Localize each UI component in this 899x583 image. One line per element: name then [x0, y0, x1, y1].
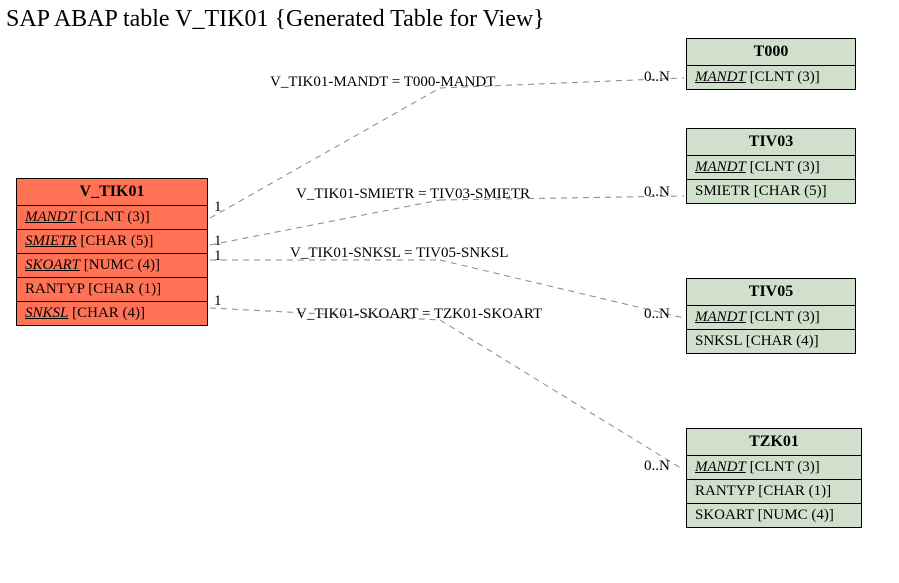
field-name: RANTYP: [25, 281, 84, 297]
main-row: SKOART [NUMC (4)]: [17, 254, 207, 278]
field-type: [NUMC (4)]: [80, 257, 160, 273]
field-type: [CLNT (3)]: [746, 459, 820, 475]
tzk01-entity: TZK01MANDT [CLNT (3)]RANTYP [CHAR (1)]SK…: [686, 428, 862, 528]
field-name: MANDT: [695, 159, 746, 175]
field-type: [CLNT (3)]: [76, 209, 150, 225]
field-name: SMIETR: [695, 183, 750, 199]
tzk01-header: TZK01: [687, 429, 861, 456]
tiv03-row: SMIETR [CHAR (5)]: [687, 180, 855, 203]
cardinality-left: 1: [214, 293, 222, 310]
field-name: SMIETR: [25, 233, 77, 249]
relation-label: V_TIK01-SKOART = TZK01-SKOART: [296, 306, 542, 323]
t000-header: T000: [687, 39, 855, 66]
tiv05-header: TIV05: [687, 279, 855, 306]
field-name: RANTYP: [695, 483, 754, 499]
main-header: V_TIK01: [17, 179, 207, 206]
main-row: SNKSL [CHAR (4)]: [17, 302, 207, 325]
field-type: [CHAR (4)]: [742, 333, 819, 349]
relation-label: V_TIK01-MANDT = T000-MANDT: [270, 74, 495, 91]
main-row: RANTYP [CHAR (1)]: [17, 278, 207, 302]
cardinality-right: 0..N: [644, 69, 670, 86]
field-name: MANDT: [25, 209, 76, 225]
main-row: MANDT [CLNT (3)]: [17, 206, 207, 230]
tiv03-header: TIV03: [687, 129, 855, 156]
tiv05-entity: TIV05MANDT [CLNT (3)]SNKSL [CHAR (4)]: [686, 278, 856, 354]
page-title: SAP ABAP table V_TIK01 {Generated Table …: [6, 6, 545, 33]
main-row: SMIETR [CHAR (5)]: [17, 230, 207, 254]
t000-row: MANDT [CLNT (3)]: [687, 66, 855, 89]
t000-entity: T000MANDT [CLNT (3)]: [686, 38, 856, 90]
cardinality-left: 1: [214, 248, 222, 265]
tzk01-row: RANTYP [CHAR (1)]: [687, 480, 861, 504]
cardinality-right: 0..N: [644, 184, 670, 201]
field-name: MANDT: [695, 309, 746, 325]
field-name: MANDT: [695, 459, 746, 475]
field-type: [CHAR (1)]: [84, 281, 161, 297]
tiv03-row: MANDT [CLNT (3)]: [687, 156, 855, 180]
tiv03-entity: TIV03MANDT [CLNT (3)]SMIETR [CHAR (5)]: [686, 128, 856, 204]
field-name: MANDT: [695, 69, 746, 85]
tzk01-row: SKOART [NUMC (4)]: [687, 504, 861, 527]
cardinality-right: 0..N: [644, 458, 670, 475]
tiv05-row: SNKSL [CHAR (4)]: [687, 330, 855, 353]
field-name: SNKSL: [695, 333, 742, 349]
tzk01-row: MANDT [CLNT (3)]: [687, 456, 861, 480]
field-name: SKOART: [695, 507, 754, 523]
relation-label: V_TIK01-SNKSL = TIV05-SNKSL: [290, 245, 508, 262]
main-entity: V_TIK01MANDT [CLNT (3)]SMIETR [CHAR (5)]…: [16, 178, 208, 326]
field-name: SKOART: [25, 257, 80, 273]
field-type: [NUMC (4)]: [754, 507, 834, 523]
tiv05-row: MANDT [CLNT (3)]: [687, 306, 855, 330]
field-type: [CHAR (5)]: [750, 183, 827, 199]
field-type: [CLNT (3)]: [746, 309, 820, 325]
relation-label: V_TIK01-SMIETR = TIV03-SMIETR: [296, 186, 530, 203]
field-name: SNKSL: [25, 305, 68, 321]
field-type: [CLNT (3)]: [746, 69, 820, 85]
field-type: [CHAR (1)]: [754, 483, 831, 499]
field-type: [CLNT (3)]: [746, 159, 820, 175]
cardinality-right: 0..N: [644, 306, 670, 323]
cardinality-left: 1: [214, 199, 222, 216]
field-type: [CHAR (5)]: [77, 233, 154, 249]
field-type: [CHAR (4)]: [68, 305, 145, 321]
